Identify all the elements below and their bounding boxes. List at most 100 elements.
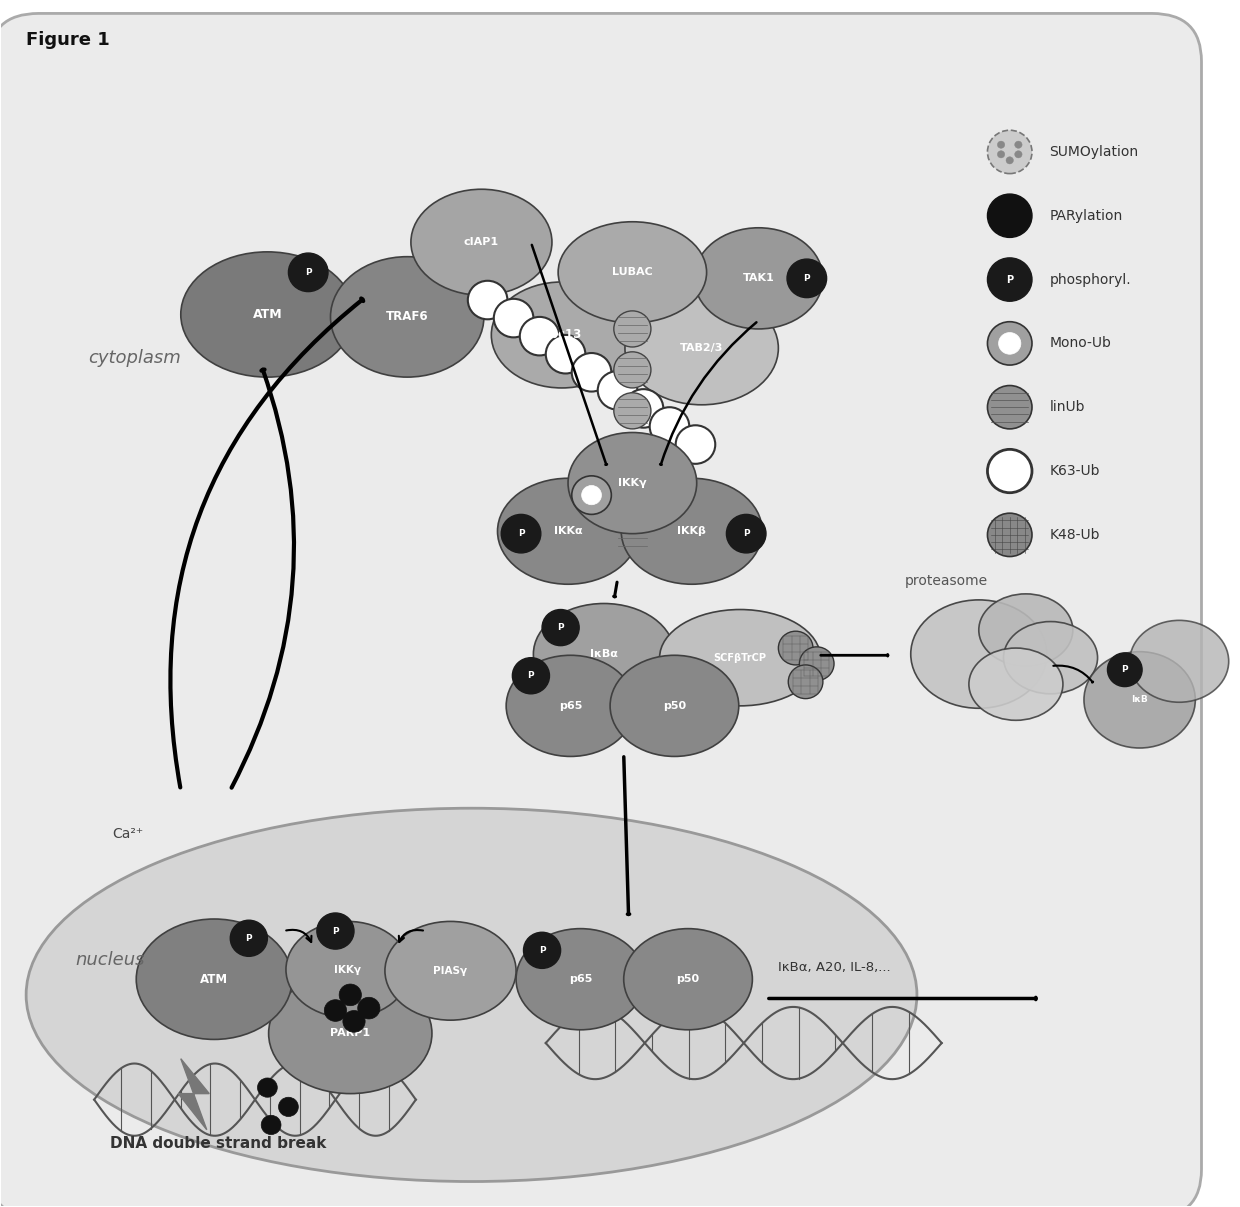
Circle shape	[317, 912, 353, 949]
Ellipse shape	[621, 478, 763, 584]
Circle shape	[523, 932, 560, 968]
Text: IKKγ: IKKγ	[618, 478, 647, 488]
Ellipse shape	[1130, 620, 1229, 702]
Ellipse shape	[286, 921, 409, 1018]
Ellipse shape	[384, 921, 516, 1020]
Ellipse shape	[506, 655, 635, 757]
Circle shape	[357, 997, 379, 1019]
Text: p50: p50	[663, 701, 686, 711]
Circle shape	[1006, 157, 1013, 164]
Text: IKKα: IKKα	[554, 526, 583, 536]
Text: IκBα, A20, IL-8,...: IκBα, A20, IL-8,...	[779, 961, 892, 974]
Circle shape	[572, 352, 611, 391]
Text: IKKγ: IKKγ	[335, 964, 361, 974]
Circle shape	[520, 317, 559, 355]
Ellipse shape	[558, 222, 707, 323]
Circle shape	[787, 260, 827, 298]
Text: nucleus: nucleus	[76, 951, 145, 969]
Ellipse shape	[910, 600, 1047, 709]
Circle shape	[800, 647, 835, 681]
Text: P: P	[246, 934, 252, 943]
Text: P: P	[527, 671, 534, 681]
Text: IκB: IκB	[1131, 695, 1148, 705]
Circle shape	[650, 407, 689, 445]
Circle shape	[467, 281, 507, 320]
Text: SUMOylation: SUMOylation	[1049, 145, 1138, 159]
Circle shape	[258, 1078, 278, 1097]
Text: p50: p50	[677, 974, 699, 984]
Circle shape	[614, 311, 651, 346]
Circle shape	[998, 333, 1021, 354]
Circle shape	[614, 474, 651, 511]
Text: PIASγ: PIASγ	[434, 966, 467, 975]
Circle shape	[987, 130, 1032, 174]
Ellipse shape	[516, 928, 645, 1030]
Ellipse shape	[610, 655, 739, 757]
Circle shape	[614, 392, 651, 428]
Text: SCFβTrCP: SCFβTrCP	[713, 653, 766, 663]
Circle shape	[997, 151, 1004, 158]
FancyBboxPatch shape	[0, 13, 1202, 1207]
Circle shape	[494, 299, 533, 338]
Circle shape	[997, 141, 1004, 148]
Text: cIAP1: cIAP1	[464, 238, 498, 247]
Text: P: P	[518, 529, 525, 538]
Circle shape	[987, 194, 1032, 238]
Text: TAB2/3: TAB2/3	[680, 343, 723, 354]
Circle shape	[676, 425, 715, 463]
Circle shape	[289, 253, 329, 292]
Ellipse shape	[331, 257, 484, 377]
Text: Ubc13: Ubc13	[541, 328, 583, 342]
Circle shape	[727, 514, 766, 553]
Circle shape	[582, 485, 601, 505]
Circle shape	[987, 258, 1032, 302]
Circle shape	[779, 631, 813, 665]
Text: ATM: ATM	[253, 308, 283, 321]
Text: P: P	[305, 268, 311, 276]
Text: P: P	[538, 946, 546, 955]
Circle shape	[279, 1097, 299, 1116]
Ellipse shape	[497, 478, 639, 584]
Circle shape	[1014, 141, 1022, 148]
Ellipse shape	[181, 252, 353, 377]
Ellipse shape	[694, 228, 823, 330]
Circle shape	[598, 371, 637, 409]
Text: p65: p65	[559, 701, 583, 711]
Text: IKKβ: IKKβ	[677, 526, 707, 536]
Text: P: P	[557, 623, 564, 632]
Ellipse shape	[568, 432, 697, 533]
Text: K48-Ub: K48-Ub	[1049, 527, 1100, 542]
Ellipse shape	[660, 610, 821, 706]
Circle shape	[542, 610, 579, 646]
Text: cytoplasm: cytoplasm	[88, 349, 181, 367]
Ellipse shape	[136, 919, 293, 1039]
Ellipse shape	[269, 973, 432, 1094]
Ellipse shape	[491, 282, 632, 387]
Circle shape	[987, 322, 1032, 365]
Circle shape	[614, 351, 651, 387]
Circle shape	[572, 476, 611, 514]
Circle shape	[231, 920, 268, 956]
Text: LUBAC: LUBAC	[613, 267, 652, 278]
Ellipse shape	[26, 809, 916, 1182]
Text: DNA double strand break: DNA double strand break	[109, 1136, 326, 1150]
Text: K63-Ub: K63-Ub	[1049, 463, 1100, 478]
Ellipse shape	[410, 189, 552, 296]
Circle shape	[546, 336, 585, 373]
Text: ATM: ATM	[200, 973, 228, 986]
Text: P: P	[804, 274, 810, 282]
Circle shape	[325, 999, 346, 1021]
Text: phosphoryl.: phosphoryl.	[1049, 273, 1131, 286]
Text: linUb: linUb	[1049, 401, 1085, 414]
Circle shape	[1014, 151, 1022, 158]
Ellipse shape	[978, 594, 1073, 666]
Circle shape	[262, 1115, 281, 1135]
Ellipse shape	[625, 292, 779, 404]
Text: P: P	[743, 529, 749, 538]
Text: IκBα: IκBα	[590, 649, 618, 659]
Text: PARylation: PARylation	[1049, 209, 1122, 223]
Circle shape	[614, 433, 651, 470]
Text: Mono-Ub: Mono-Ub	[1049, 337, 1111, 350]
Text: TAK1: TAK1	[743, 273, 775, 284]
Circle shape	[501, 514, 541, 553]
